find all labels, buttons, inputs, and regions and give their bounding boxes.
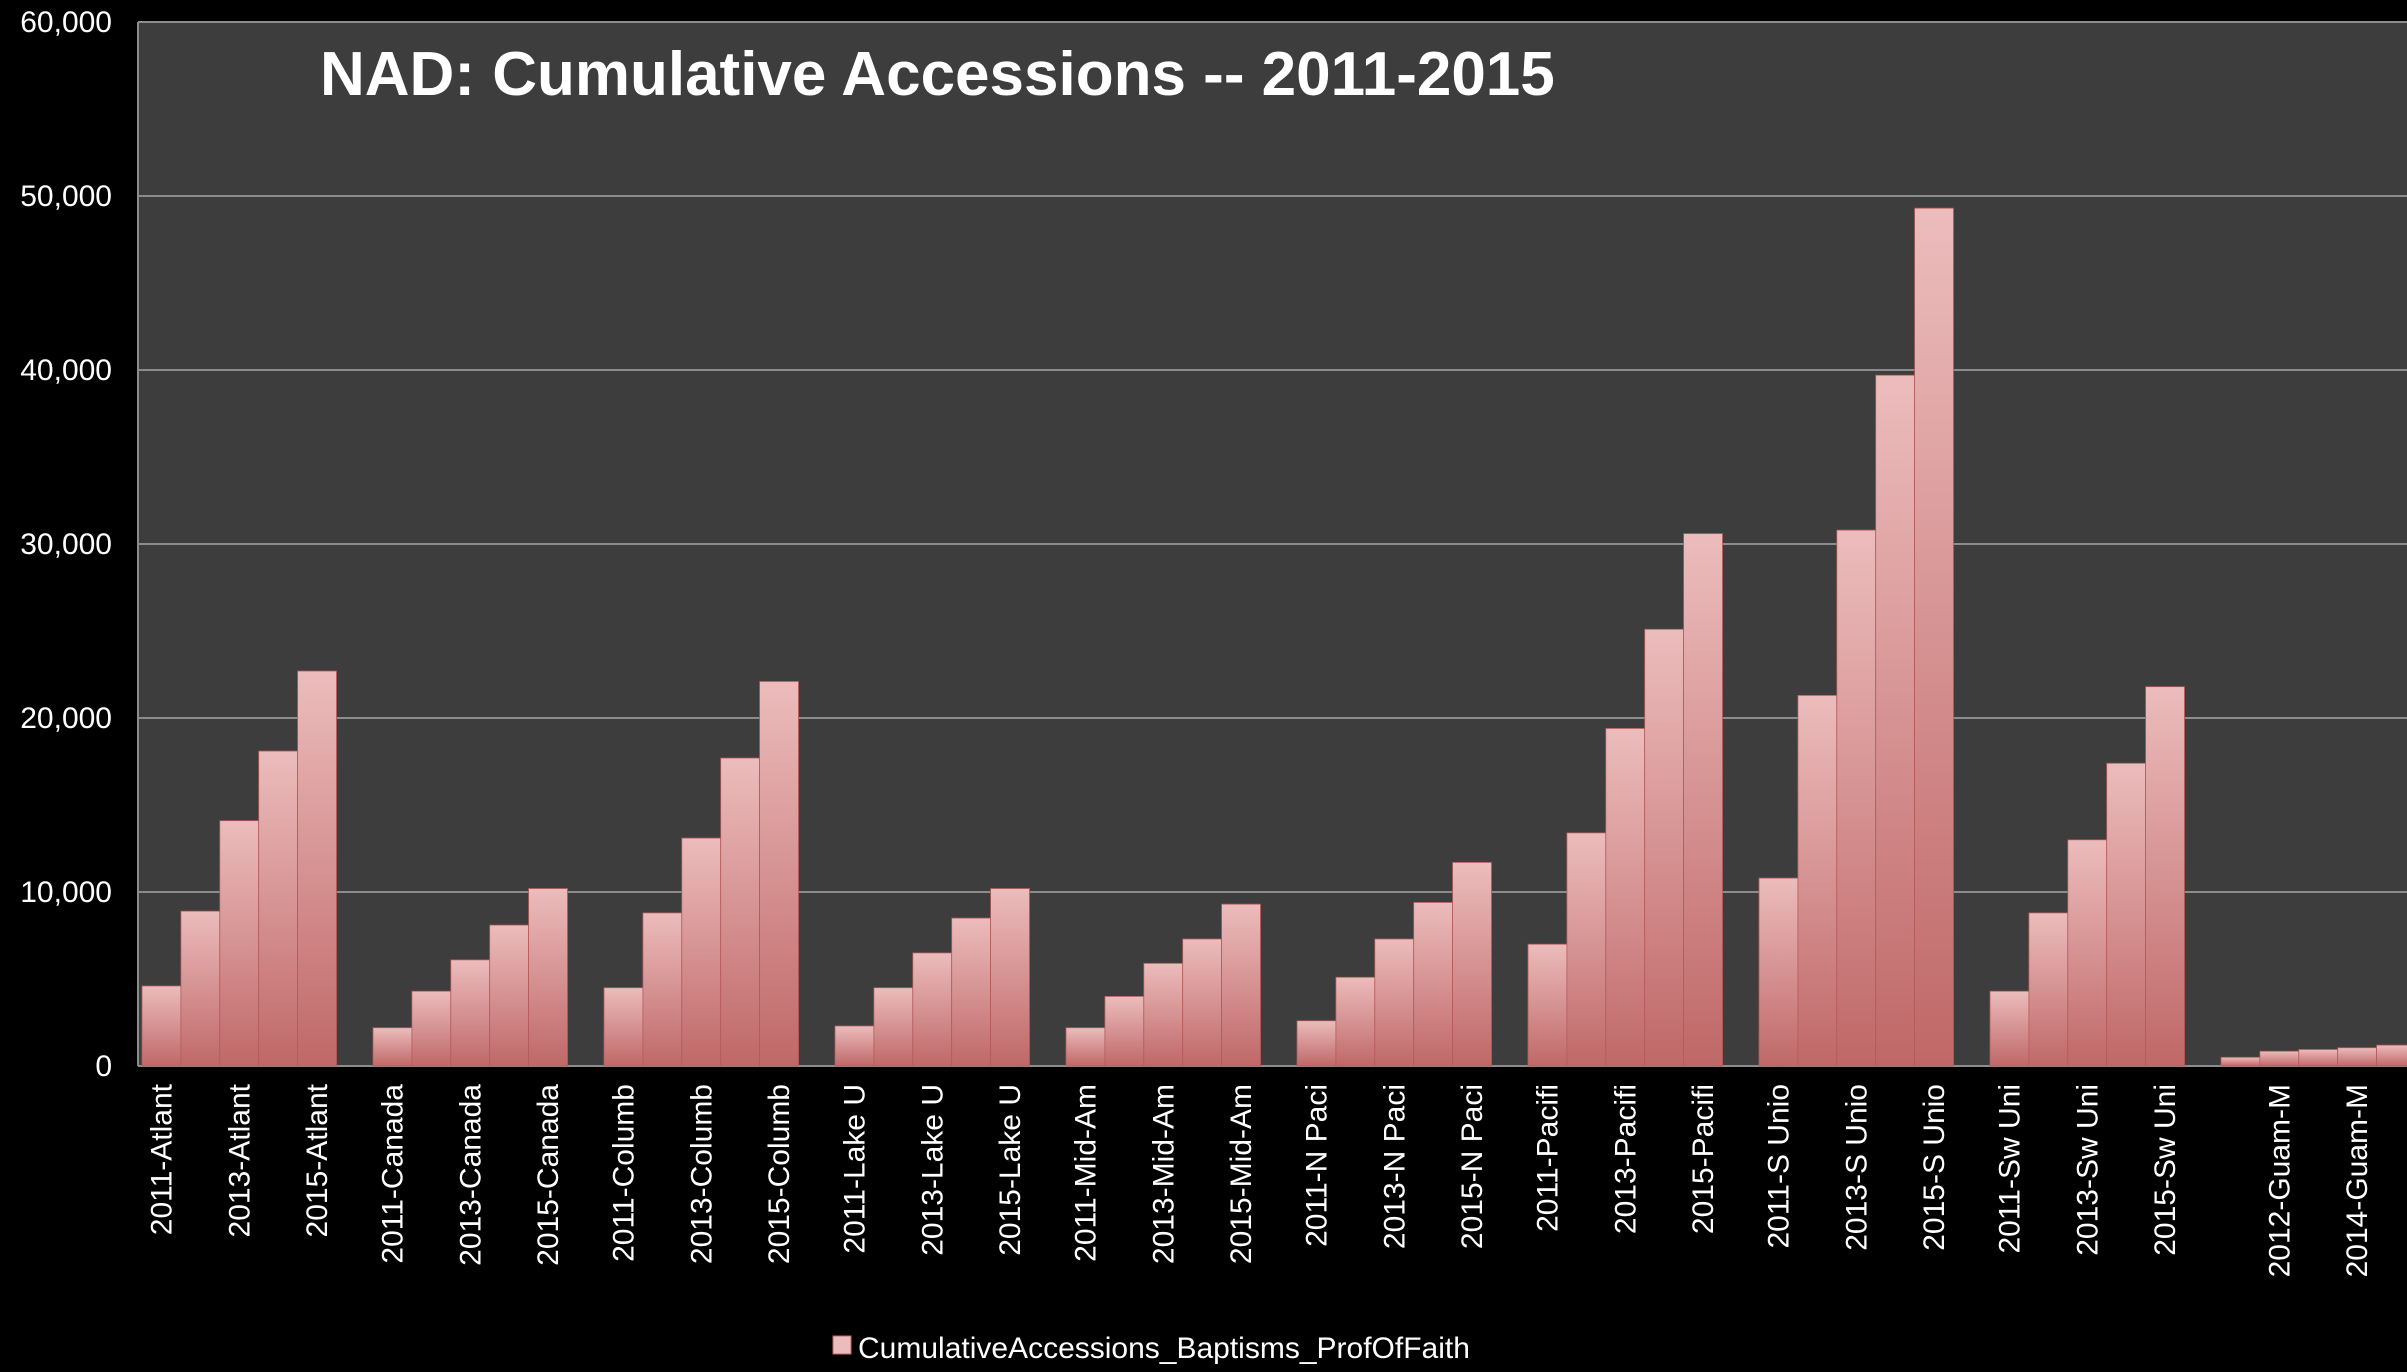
bar [2028, 912, 2069, 1067]
bar [258, 750, 299, 1067]
bar [1527, 943, 1568, 1067]
x-tick-label: 2013-Lake U [916, 1084, 949, 1256]
x-tick-label: 2015-Lake U [994, 1084, 1027, 1256]
x-tick-label: 2013-Atlant [223, 1083, 256, 1237]
bar [873, 987, 914, 1067]
bar [603, 987, 644, 1067]
bar [2067, 839, 2108, 1067]
bar [489, 924, 530, 1067]
bar [1374, 938, 1415, 1067]
x-tick-label: 2015-Atlant [301, 1083, 334, 1237]
bar [297, 670, 337, 1067]
bar [2259, 1050, 2300, 1067]
x-tick-label: 2011-Pacifi [1531, 1084, 1564, 1232]
bar [219, 820, 260, 1067]
bar [1914, 207, 1954, 1067]
bar [1836, 529, 1877, 1067]
x-tick-label: 2015-N Paci [1456, 1084, 1489, 1249]
y-tick-label: 10,000 [20, 876, 112, 909]
bar [2376, 1044, 2407, 1067]
x-tick-label: 2015-Pacifi [1687, 1084, 1720, 1234]
bar [2145, 686, 2185, 1067]
bar [2337, 1047, 2377, 1067]
bar [372, 1027, 413, 1067]
y-tick-label: 0 [95, 1050, 112, 1083]
x-tick-label: 2013-Canada [454, 1084, 487, 1266]
x-tick-label: 2011-Canada [376, 1084, 409, 1264]
bar [2106, 762, 2146, 1067]
x-tick-label: 2012-Guam-M [2263, 1084, 2296, 1277]
bar [1143, 962, 1184, 1067]
x-tick-label: 2011-Mid-Am [1069, 1084, 1102, 1262]
bar [2220, 1056, 2261, 1067]
x-tick-label: 2011-Atlant [145, 1083, 178, 1235]
bar [1065, 1027, 1106, 1067]
y-tick-label: 50,000 [20, 180, 112, 213]
x-tick-label: 2013-S Unio [1840, 1084, 1873, 1251]
legend-swatch [832, 1335, 852, 1355]
bar [1875, 374, 1915, 1067]
bar [1566, 832, 1607, 1067]
x-tick-label: 2011-Columb [607, 1084, 640, 1262]
y-tick-label: 20,000 [20, 702, 112, 735]
x-tick-label: 2015-Sw Uni [2149, 1084, 2182, 1256]
bar [642, 912, 683, 1067]
bar [1683, 533, 1723, 1067]
x-tick-label: 2015-Columb [763, 1084, 796, 1264]
bar [2298, 1049, 2339, 1067]
x-tick-label: 2013-Columb [685, 1084, 718, 1264]
y-axis-tick-labels: 0 10,000 20,000 30,000 40,000 50,000 60,000 [20, 6, 112, 1083]
bar [834, 1025, 875, 1067]
x-tick-label: 2013-Sw Uni [2071, 1084, 2104, 1256]
bar [951, 917, 992, 1067]
x-tick-label: 2011-Sw Uni [1993, 1084, 2026, 1254]
x-tick-label: 2015-Canada [532, 1084, 565, 1266]
bars [141, 207, 2407, 1067]
bar [759, 681, 799, 1067]
bar [411, 990, 452, 1067]
x-tick-label: 2013-Mid-Am [1147, 1084, 1180, 1264]
x-tick-label: 2013-N Paci [1378, 1084, 1411, 1249]
x-tick-label: 2011-Lake U [838, 1084, 871, 1254]
legend-label: CumulativeAccessions_Baptisms_ProfOfFait… [858, 1332, 1470, 1365]
bar [1335, 976, 1376, 1067]
chart-title: NAD: Cumulative Accessions -- 2011-2015 [320, 40, 1555, 109]
bar [180, 910, 221, 1067]
bar [528, 888, 568, 1067]
bar [720, 757, 761, 1067]
bar [1296, 1020, 1337, 1067]
bar [1644, 628, 1684, 1067]
x-axis-tick-labels: 2011-Atlant 2013-Atlant 2015-Atlant 2011-Ca… [145, 1083, 2374, 1277]
y-tick-label: 60,000 [20, 6, 112, 39]
bar [681, 837, 722, 1067]
x-tick-label: 2015-S Unio [1918, 1084, 1951, 1251]
legend: CumulativeAccessions_Baptisms_ProfOfFait… [832, 1332, 1470, 1365]
bar [1758, 877, 1799, 1067]
bar [450, 959, 491, 1067]
x-tick-label: 2013-Pacifi [1609, 1084, 1642, 1234]
bar [141, 985, 182, 1067]
y-tick-label: 40,000 [20, 354, 112, 387]
bar [1452, 862, 1492, 1067]
x-tick-label: 2014-Guam-M [2341, 1084, 2374, 1277]
bar [1221, 903, 1261, 1067]
bar [1989, 990, 2030, 1067]
bar [1605, 728, 1646, 1067]
bar [990, 888, 1030, 1067]
y-tick-label: 30,000 [20, 528, 112, 561]
x-tick-label: 2011-N Paci [1300, 1084, 1333, 1247]
bar [1104, 996, 1145, 1067]
bar [1182, 938, 1222, 1067]
x-tick-label: 2011-S Unio [1762, 1084, 1795, 1249]
x-tick-label: 2015-Mid-Am [1225, 1084, 1258, 1264]
bar [1797, 694, 1838, 1067]
bar [1413, 902, 1453, 1067]
bar [912, 952, 953, 1067]
